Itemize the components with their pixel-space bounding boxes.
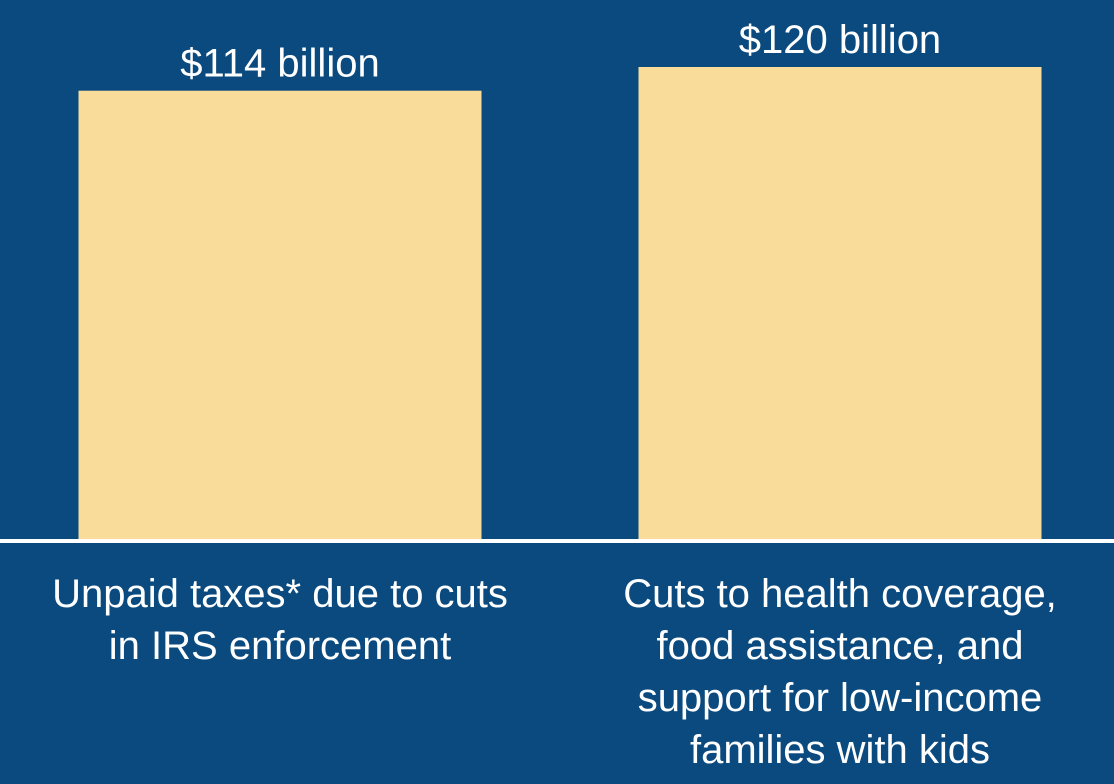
value-label-1: $114 billion — [180, 42, 379, 86]
category-label-1: Unpaid taxes* due to cuts in IRS enforcem… — [52, 572, 508, 668]
category-label-2-line-3: support for low-income — [638, 676, 1043, 720]
bars-layer — [78, 67, 1042, 541]
category-label-2-line-1: Cuts to health coverage, — [623, 572, 1057, 616]
category-label-2: Cuts to health coverage, food assistance,… — [623, 572, 1057, 772]
category-label-1-line-1: Unpaid taxes* due to cuts — [52, 572, 508, 616]
value-labels-layer: $114 billion $120 billion — [180, 18, 941, 86]
bar-2 — [638, 67, 1042, 541]
category-labels-layer: Unpaid taxes* due to cuts in IRS enforcem… — [52, 572, 1057, 772]
category-label-1-line-2: in IRS enforcement — [109, 624, 451, 668]
value-label-2: $120 billion — [739, 18, 941, 62]
bar-1 — [78, 90, 482, 541]
category-label-2-line-2: food assistance, and — [657, 624, 1024, 668]
category-label-2-line-4: families with kids — [690, 728, 990, 772]
